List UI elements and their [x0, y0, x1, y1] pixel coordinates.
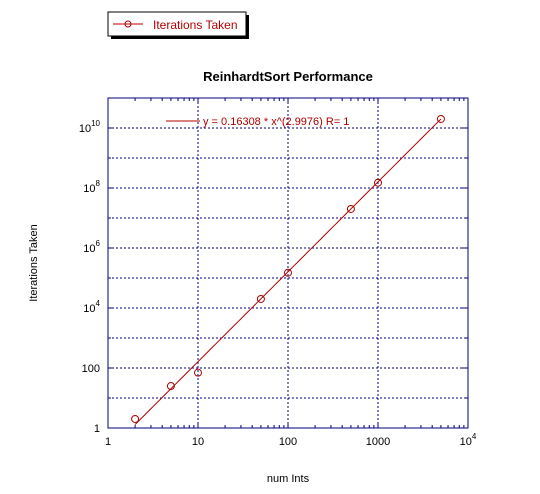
x-axis-label: num Ints — [267, 473, 310, 485]
y-tick-label-base: 10 — [83, 243, 95, 255]
y-tick-label-exponent: 4 — [96, 299, 101, 308]
y-tick-label-exponent: 8 — [96, 179, 101, 188]
fit-group: y = 0.16308 * x^(2.9976) R= 1 — [134, 116, 442, 425]
y-tick-label: 100 — [82, 363, 100, 375]
y-tick-label: 106 — [83, 239, 100, 255]
tick-group — [107, 97, 468, 429]
chart-title: ReinhardtSort Performance — [203, 69, 373, 84]
data-point — [166, 382, 175, 391]
data-point — [374, 178, 382, 187]
x-tick-label: 100 — [279, 436, 297, 448]
data-point — [436, 114, 445, 123]
data-point — [194, 368, 202, 377]
y-tick-label-base: 10 — [83, 183, 95, 195]
x-tick-label-base: 10 — [460, 436, 472, 448]
legend-label: Iterations Taken — [153, 18, 238, 32]
fit-curve — [134, 118, 442, 425]
y-tick-label: 1010 — [79, 119, 101, 135]
y-tick-label-base: 10 — [83, 303, 95, 315]
y-tick-label-base: 10 — [79, 123, 91, 135]
x-tick-label: 10 — [192, 436, 204, 448]
data-point — [346, 204, 355, 213]
data-point — [131, 414, 140, 423]
x-tick-label-exponent: 4 — [472, 432, 477, 441]
y-tick-label: 108 — [83, 179, 100, 195]
y-tick-label-exponent: 6 — [96, 239, 101, 248]
y-tick-label: 104 — [83, 299, 100, 315]
plot-area: y = 0.16308 * x^(2.9976) R= 1 — [107, 97, 469, 429]
grid-group — [108, 98, 468, 428]
series-group — [131, 114, 445, 423]
y-axis-label: Iterations Taken — [28, 224, 40, 301]
x-tick-labels: 1 10 100 1000 104 — [105, 432, 477, 448]
legend: Iterations Taken — [107, 11, 249, 39]
legend-marker-swatch — [124, 20, 132, 28]
y-tick-label: 1 — [94, 423, 100, 435]
x-tick-label: 1000 — [366, 436, 390, 448]
fit-annotation-label: y = 0.16308 * x^(2.9976) R= 1 — [203, 116, 349, 128]
x-tick-label: 104 — [460, 432, 477, 448]
data-point — [256, 294, 265, 303]
x-tick-label: 1 — [105, 436, 111, 448]
y-tick-label-exponent: 10 — [91, 119, 100, 128]
data-point — [284, 268, 292, 277]
